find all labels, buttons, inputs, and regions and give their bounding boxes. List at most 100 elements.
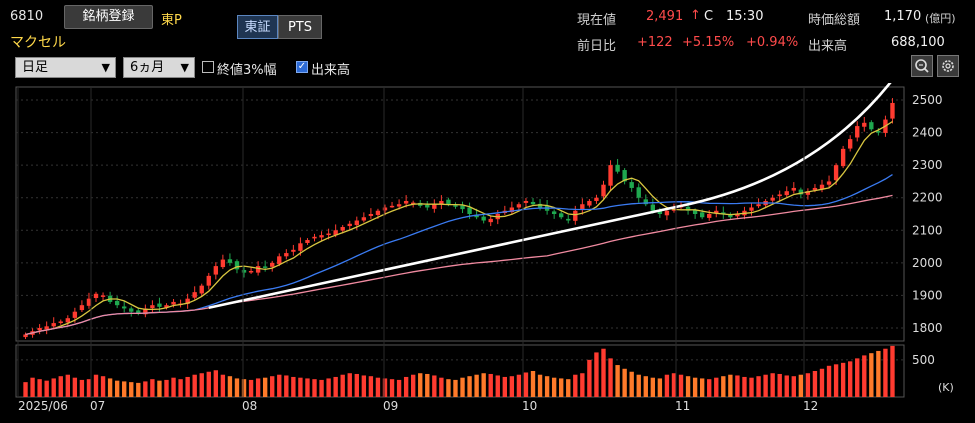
volume-bar — [523, 372, 529, 397]
x-axis-label: 2025/06 — [18, 399, 68, 413]
register-button[interactable]: 銘柄登録 — [64, 5, 153, 29]
candle-body — [566, 218, 571, 221]
candle-body — [537, 203, 543, 208]
candle-body — [375, 210, 381, 215]
candle-body — [777, 194, 782, 197]
volume-bar — [107, 378, 113, 397]
candle-body — [312, 236, 317, 239]
price-label: 現在値 — [577, 13, 617, 28]
candle-body — [389, 205, 395, 208]
x-axis-label: 11 — [675, 399, 690, 413]
period-select[interactable]: 日足 ▼ — [15, 57, 116, 78]
ma-long-line — [25, 194, 893, 336]
volume-bar — [467, 376, 472, 397]
candle-body — [220, 259, 226, 268]
candle-body — [643, 199, 648, 205]
volume-bar — [270, 376, 275, 397]
candle-body — [51, 323, 56, 327]
volume-value: 688,100 — [891, 35, 945, 50]
candle-body — [855, 126, 860, 138]
volume-bar — [671, 373, 677, 397]
candle-body — [100, 295, 106, 297]
volume-checkbox[interactable]: ✓ — [296, 61, 308, 73]
volume-bar — [403, 376, 409, 397]
volume-bar — [615, 365, 620, 397]
candle-body — [580, 204, 585, 210]
x-axis-label: 12 — [803, 399, 818, 413]
price-chart[interactable]: 2500 2400 2300 2200 2100 2000 1900 1800 500 (K) 20… — [0, 83, 975, 423]
candle-body — [664, 210, 670, 216]
candle-body — [368, 214, 374, 216]
range-select[interactable]: 6ヵ月 ▼ — [123, 57, 195, 78]
price-arrow-icon: ↑ — [690, 8, 701, 23]
candle-body — [326, 233, 331, 236]
candle-body — [206, 275, 211, 286]
volume-bar — [714, 377, 719, 397]
volume-bar — [784, 375, 789, 397]
candle-body — [615, 164, 620, 172]
candle-body — [756, 204, 761, 207]
candle-body — [129, 308, 134, 312]
price-tick-label: 2500 — [912, 93, 943, 107]
candle-body — [488, 218, 493, 223]
candle-body — [37, 327, 42, 331]
candle-body — [227, 259, 233, 263]
settings-button[interactable] — [937, 55, 959, 77]
volume-bar — [636, 374, 641, 397]
candle-body — [23, 334, 28, 338]
candle-body — [354, 220, 359, 226]
volume-bar — [678, 374, 684, 397]
stock-name: マクセル — [10, 35, 66, 51]
candle-body — [812, 187, 818, 191]
volume-bar — [707, 379, 712, 397]
volume-bar — [347, 373, 352, 397]
volume-bar — [559, 378, 564, 397]
volume-bar — [375, 377, 381, 397]
x-axis-label: 07 — [90, 399, 105, 413]
volume-bar — [622, 368, 627, 397]
candle-body — [241, 270, 247, 273]
candle-body — [396, 204, 402, 207]
candle-body — [248, 270, 254, 273]
volume-bar — [199, 373, 204, 397]
volume-bar — [650, 377, 656, 397]
settings-icon — [942, 60, 954, 72]
tab-pts[interactable]: PTS — [278, 15, 322, 39]
candle-body — [770, 197, 775, 201]
volume-bar — [862, 355, 867, 397]
volume-bar — [100, 376, 106, 397]
candle-body — [650, 204, 656, 211]
price-tick-label: 2300 — [912, 158, 943, 172]
candle-body — [453, 205, 458, 207]
volume-bar — [516, 374, 522, 397]
chevron-down-icon: ▼ — [180, 61, 189, 74]
volume-bar — [248, 379, 254, 397]
range-select-value: 6ヵ月 — [130, 60, 165, 75]
volume-bar — [664, 374, 670, 397]
volume-bar — [114, 380, 120, 397]
volume-bar — [319, 379, 324, 397]
zoom-button[interactable] — [911, 55, 933, 77]
close-3pct-checkbox[interactable] — [202, 61, 214, 73]
candle-body — [114, 300, 120, 306]
volume-bar — [93, 374, 99, 397]
volume-bar — [326, 378, 331, 397]
tab-tse[interactable]: 東証 — [237, 15, 278, 39]
volume-bar — [840, 362, 846, 397]
volume-bar — [551, 377, 557, 397]
volume-bar — [79, 379, 85, 397]
market-label: 東P — [161, 13, 182, 28]
candle-body — [707, 214, 712, 218]
volume-tick-label: 500 — [912, 353, 935, 367]
candle-body — [340, 227, 345, 231]
volume-bar — [502, 376, 507, 397]
change-label: 前日比 — [577, 39, 617, 54]
volume-bar — [255, 378, 261, 397]
volume-bar — [382, 378, 388, 397]
volume-bar — [164, 379, 169, 397]
candle-body — [199, 285, 204, 294]
volume-bar — [284, 375, 289, 397]
volume-bar — [495, 375, 500, 397]
volume-bar — [876, 350, 881, 397]
x-axis-label: 08 — [242, 399, 257, 413]
